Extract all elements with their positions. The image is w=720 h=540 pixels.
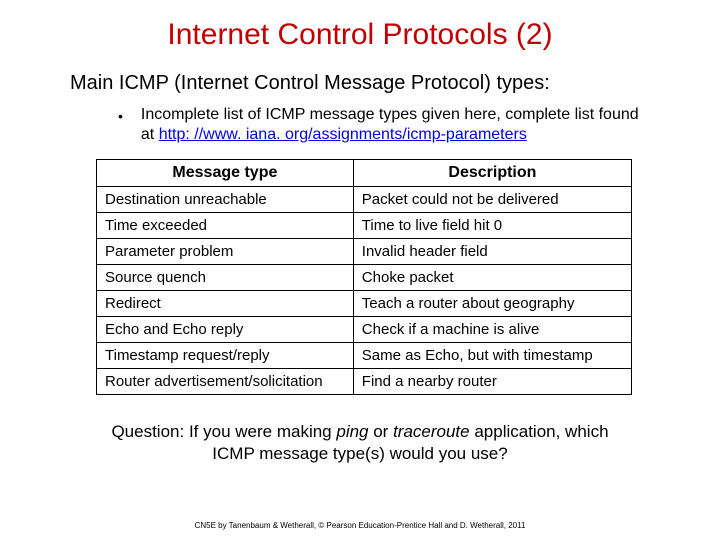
cell-description: Packet could not be delivered — [353, 187, 631, 213]
bullet-marker: • — [118, 105, 123, 145]
cell-description: Check if a machine is alive — [353, 317, 631, 343]
cell-msg-type: Destination unreachable — [97, 187, 354, 213]
table-row: Router advertisement/solicitation Find a… — [97, 369, 632, 395]
slide-title: Internet Control Protocols (2) — [40, 18, 680, 52]
question-em-ping: ping — [336, 422, 368, 441]
cell-description: Find a nearby router — [353, 369, 631, 395]
cell-description: Same as Echo, but with timestamp — [353, 343, 631, 369]
bullet-text: Incomplete list of ICMP message types gi… — [141, 105, 640, 145]
cell-description: Time to live field hit 0 — [353, 213, 631, 239]
bullet-item: • Incomplete list of ICMP message types … — [118, 105, 640, 145]
cell-msg-type: Echo and Echo reply — [97, 317, 354, 343]
icmp-table-container: Message type Description Destination unr… — [96, 159, 632, 395]
question-text: Question: If you were making ping or tra… — [40, 421, 680, 465]
cell-msg-type: Parameter problem — [97, 239, 354, 265]
cell-msg-type: Time exceeded — [97, 213, 354, 239]
iana-link[interactable]: http: //www. iana. org/assignments/icmp-… — [159, 126, 527, 143]
table-row: Redirect Teach a router about geography — [97, 291, 632, 317]
table-row: Source quench Choke packet — [97, 265, 632, 291]
table-row: Destination unreachable Packet could not… — [97, 187, 632, 213]
question-label: Question: — [111, 422, 184, 441]
col-header-message-type: Message type — [97, 160, 354, 187]
table-row: Timestamp request/reply Same as Echo, bu… — [97, 343, 632, 369]
subtitle: Main ICMP (Internet Control Message Prot… — [70, 72, 680, 95]
cell-msg-type: Redirect — [97, 291, 354, 317]
question-before: If you were making — [189, 422, 336, 441]
col-header-description: Description — [353, 160, 631, 187]
icmp-table: Message type Description Destination unr… — [96, 159, 632, 395]
table-row: Echo and Echo reply Check if a machine i… — [97, 317, 632, 343]
question-mid: or — [369, 422, 394, 441]
cell-msg-type: Router advertisement/solicitation — [97, 369, 354, 395]
cell-description: Invalid header field — [353, 239, 631, 265]
question-em-traceroute: traceroute — [393, 422, 470, 441]
footer-credit: CN5E by Tanenbaum & Wetherall, © Pearson… — [0, 521, 720, 530]
cell-msg-type: Timestamp request/reply — [97, 343, 354, 369]
cell-description: Teach a router about geography — [353, 291, 631, 317]
table-row: Parameter problem Invalid header field — [97, 239, 632, 265]
cell-msg-type: Source quench — [97, 265, 354, 291]
cell-description: Choke packet — [353, 265, 631, 291]
table-header-row: Message type Description — [97, 160, 632, 187]
table-row: Time exceeded Time to live field hit 0 — [97, 213, 632, 239]
